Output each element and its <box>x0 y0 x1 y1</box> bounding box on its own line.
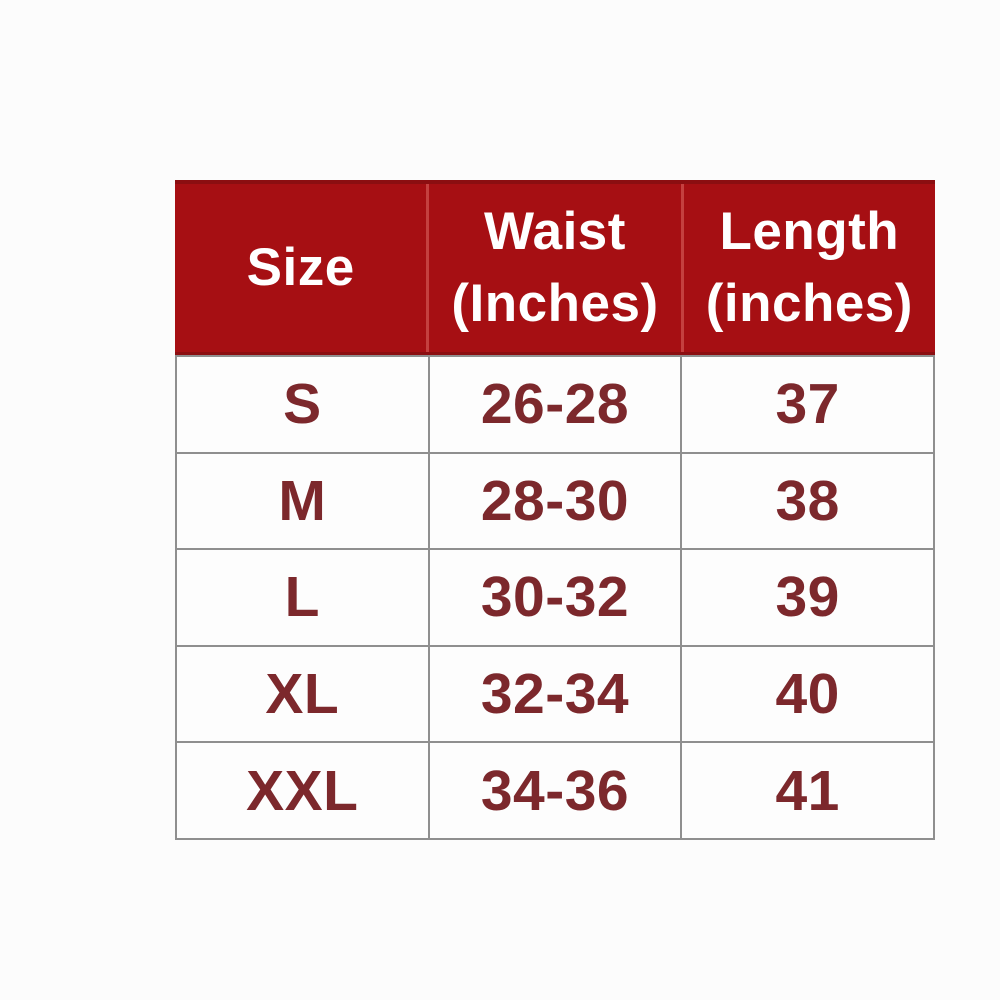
cell-size-row3: XL <box>177 646 428 742</box>
table-header-row: Size Waist (Inches) Length (inches) <box>175 180 935 355</box>
cell-waist-row4: 34-36 <box>429 743 681 838</box>
header-waist-label-line2: (Inches) <box>451 274 659 333</box>
header-cell-size: Size <box>175 184 427 352</box>
cell-waist-row2: 30-32 <box>429 550 681 645</box>
cell-size-row4: XXL <box>177 743 428 838</box>
cell-length-row1: 38 <box>682 453 933 549</box>
header-length-label-line1: Length <box>719 202 900 262</box>
cell-waist-row0: 26-28 <box>429 357 681 452</box>
size-chart-table: Size Waist (Inches) Length (inches) S 26… <box>175 180 935 840</box>
cell-length-row2: 39 <box>682 550 933 645</box>
header-cell-length: Length (inches) <box>683 184 935 352</box>
cell-waist-row3: 32-34 <box>429 646 681 742</box>
cell-length-row4: 41 <box>682 743 933 838</box>
header-waist-label-line1: Waist <box>484 202 626 262</box>
header-length-label-line2: (inches) <box>705 274 913 333</box>
cell-size-row2: L <box>177 550 428 645</box>
cell-size-row0: S <box>177 357 428 452</box>
cell-waist-row1: 28-30 <box>429 453 681 549</box>
header-cell-waist: Waist (Inches) <box>429 184 681 352</box>
header-size-label: Size <box>246 238 355 298</box>
cell-length-row0: 37 <box>682 357 933 452</box>
cell-size-row1: M <box>177 453 428 549</box>
cell-length-row3: 40 <box>682 646 933 742</box>
table-body: S 26-28 37 M 28-30 38 L 30-32 39 XL 32-3… <box>175 355 935 840</box>
